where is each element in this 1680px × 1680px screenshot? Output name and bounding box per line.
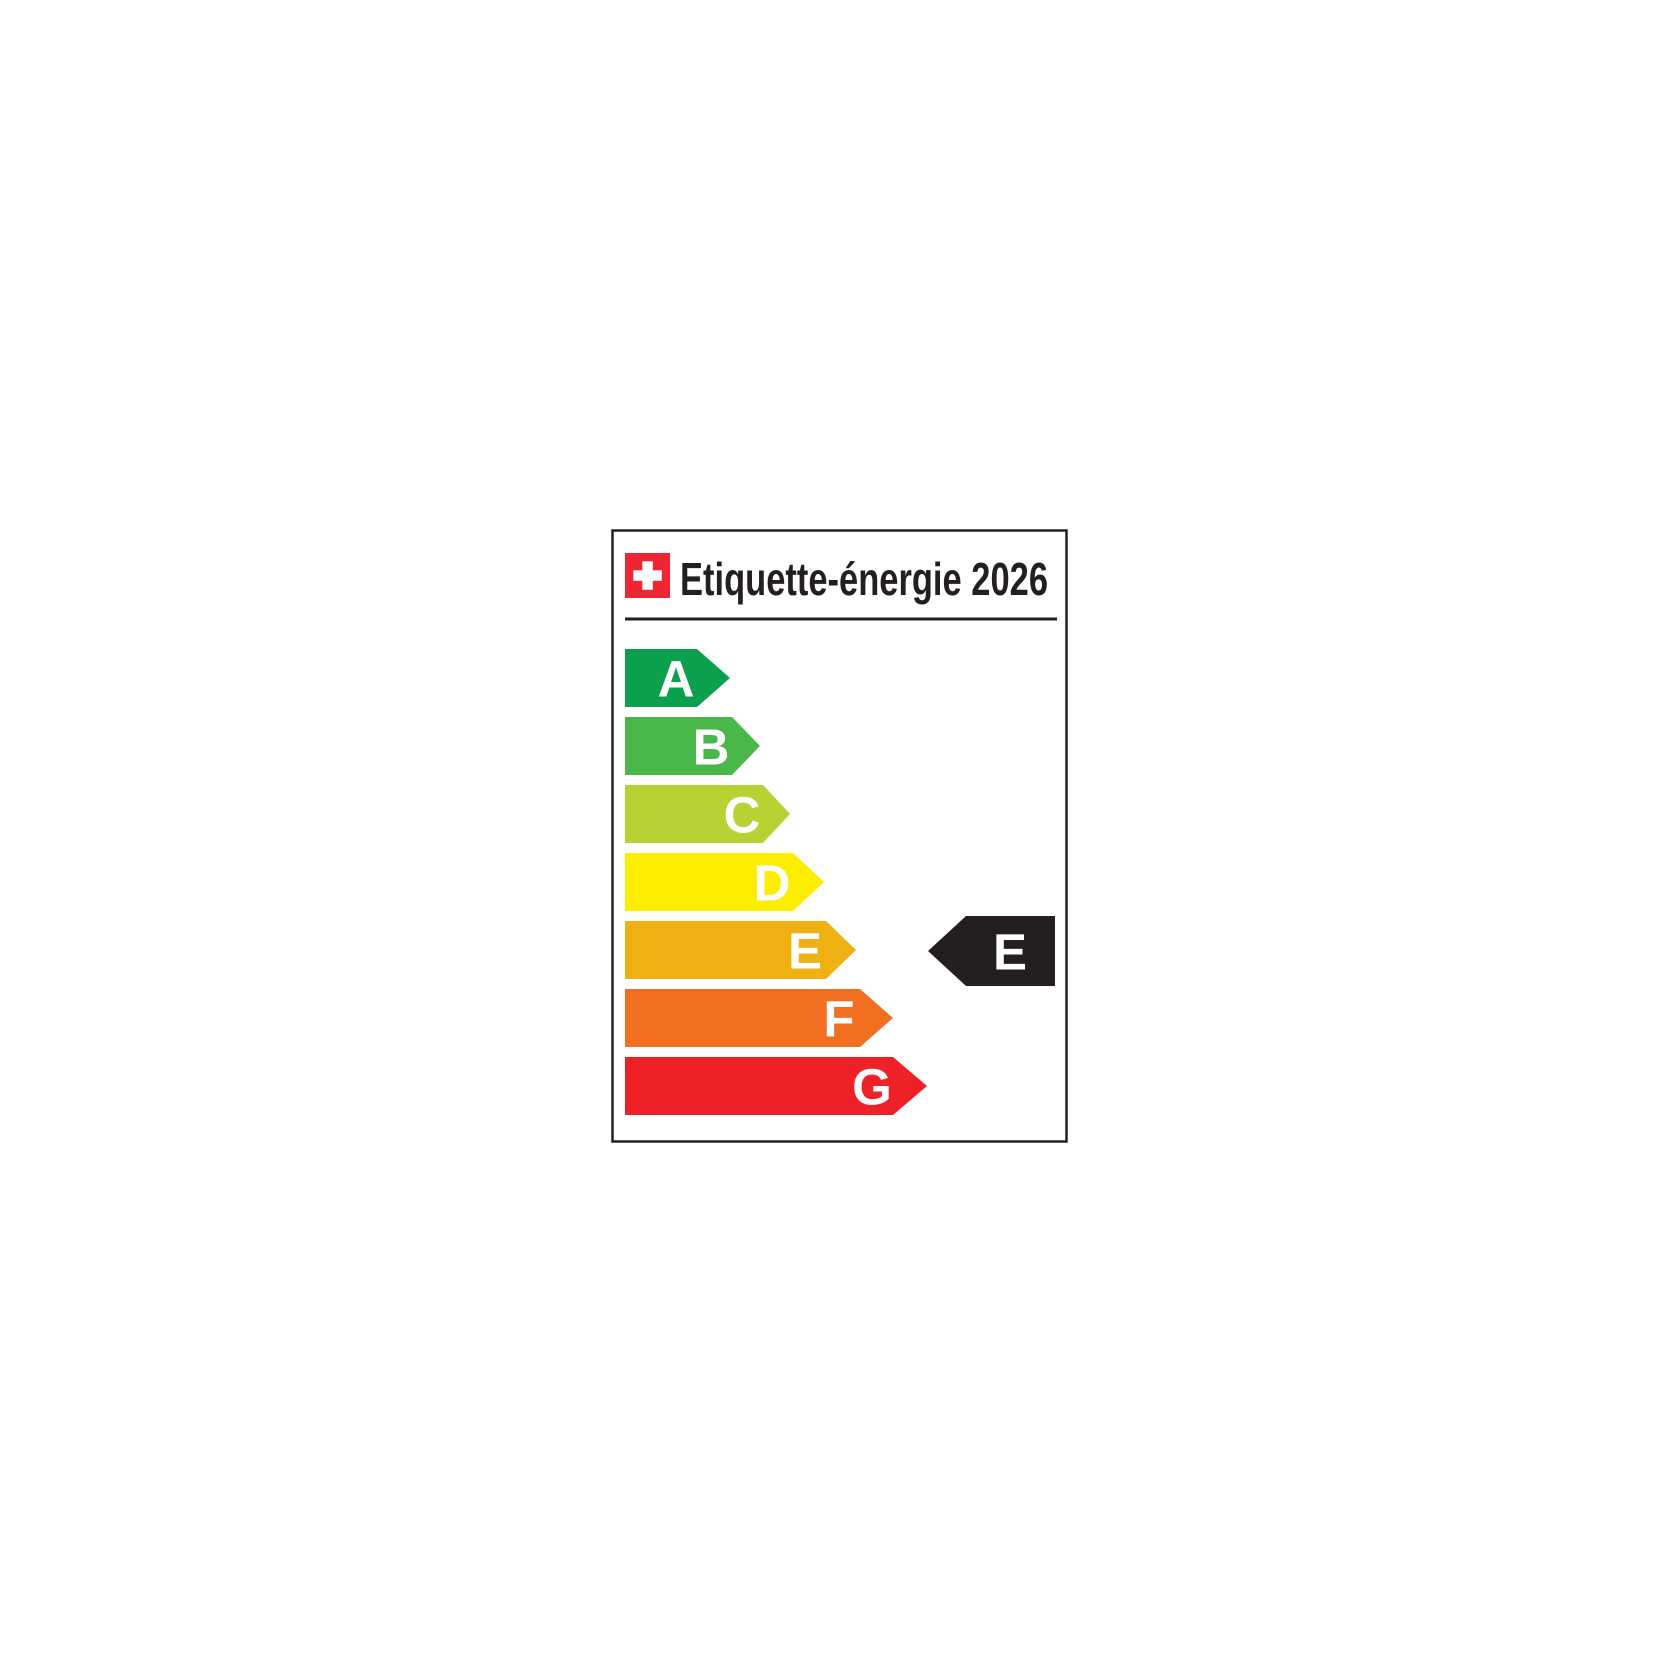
class-row-b: B — [625, 717, 760, 776]
swiss-cross-horizontal-bar — [633, 570, 662, 581]
class-arrow-a — [625, 649, 730, 707]
class-row-d: D — [625, 853, 824, 912]
class-arrow-c — [625, 785, 790, 843]
class-row-c: C — [625, 785, 790, 844]
class-arrow-b — [625, 717, 760, 775]
label-title: Etiquette-énergie 2026 — [680, 553, 1048, 605]
class-letter-e: E — [788, 923, 822, 980]
label-border — [611, 529, 1068, 1143]
energy-label: Etiquette-énergie 2026 A B C D E F — [611, 529, 1068, 1143]
rating-arrow-icon — [928, 916, 1055, 986]
class-arrow-f — [625, 989, 893, 1047]
rating-indicator: E — [928, 916, 1055, 986]
class-row-g: G — [625, 1057, 927, 1116]
class-letter-b: B — [693, 719, 730, 776]
class-arrow-d — [625, 853, 824, 911]
class-letter-c: C — [724, 787, 761, 844]
class-row-e: E — [625, 921, 856, 980]
class-row-f: F — [625, 989, 893, 1048]
class-arrow-g — [625, 1057, 927, 1115]
class-letter-g: G — [852, 1059, 892, 1116]
class-letter-d: D — [754, 855, 791, 912]
class-row-a: A — [625, 649, 730, 708]
class-arrow-e — [625, 921, 856, 979]
rating-letter: E — [993, 924, 1027, 981]
class-letter-a: A — [658, 651, 695, 708]
class-letter-f: F — [823, 991, 854, 1048]
label-header: Etiquette-énergie 2026 — [625, 553, 1057, 621]
